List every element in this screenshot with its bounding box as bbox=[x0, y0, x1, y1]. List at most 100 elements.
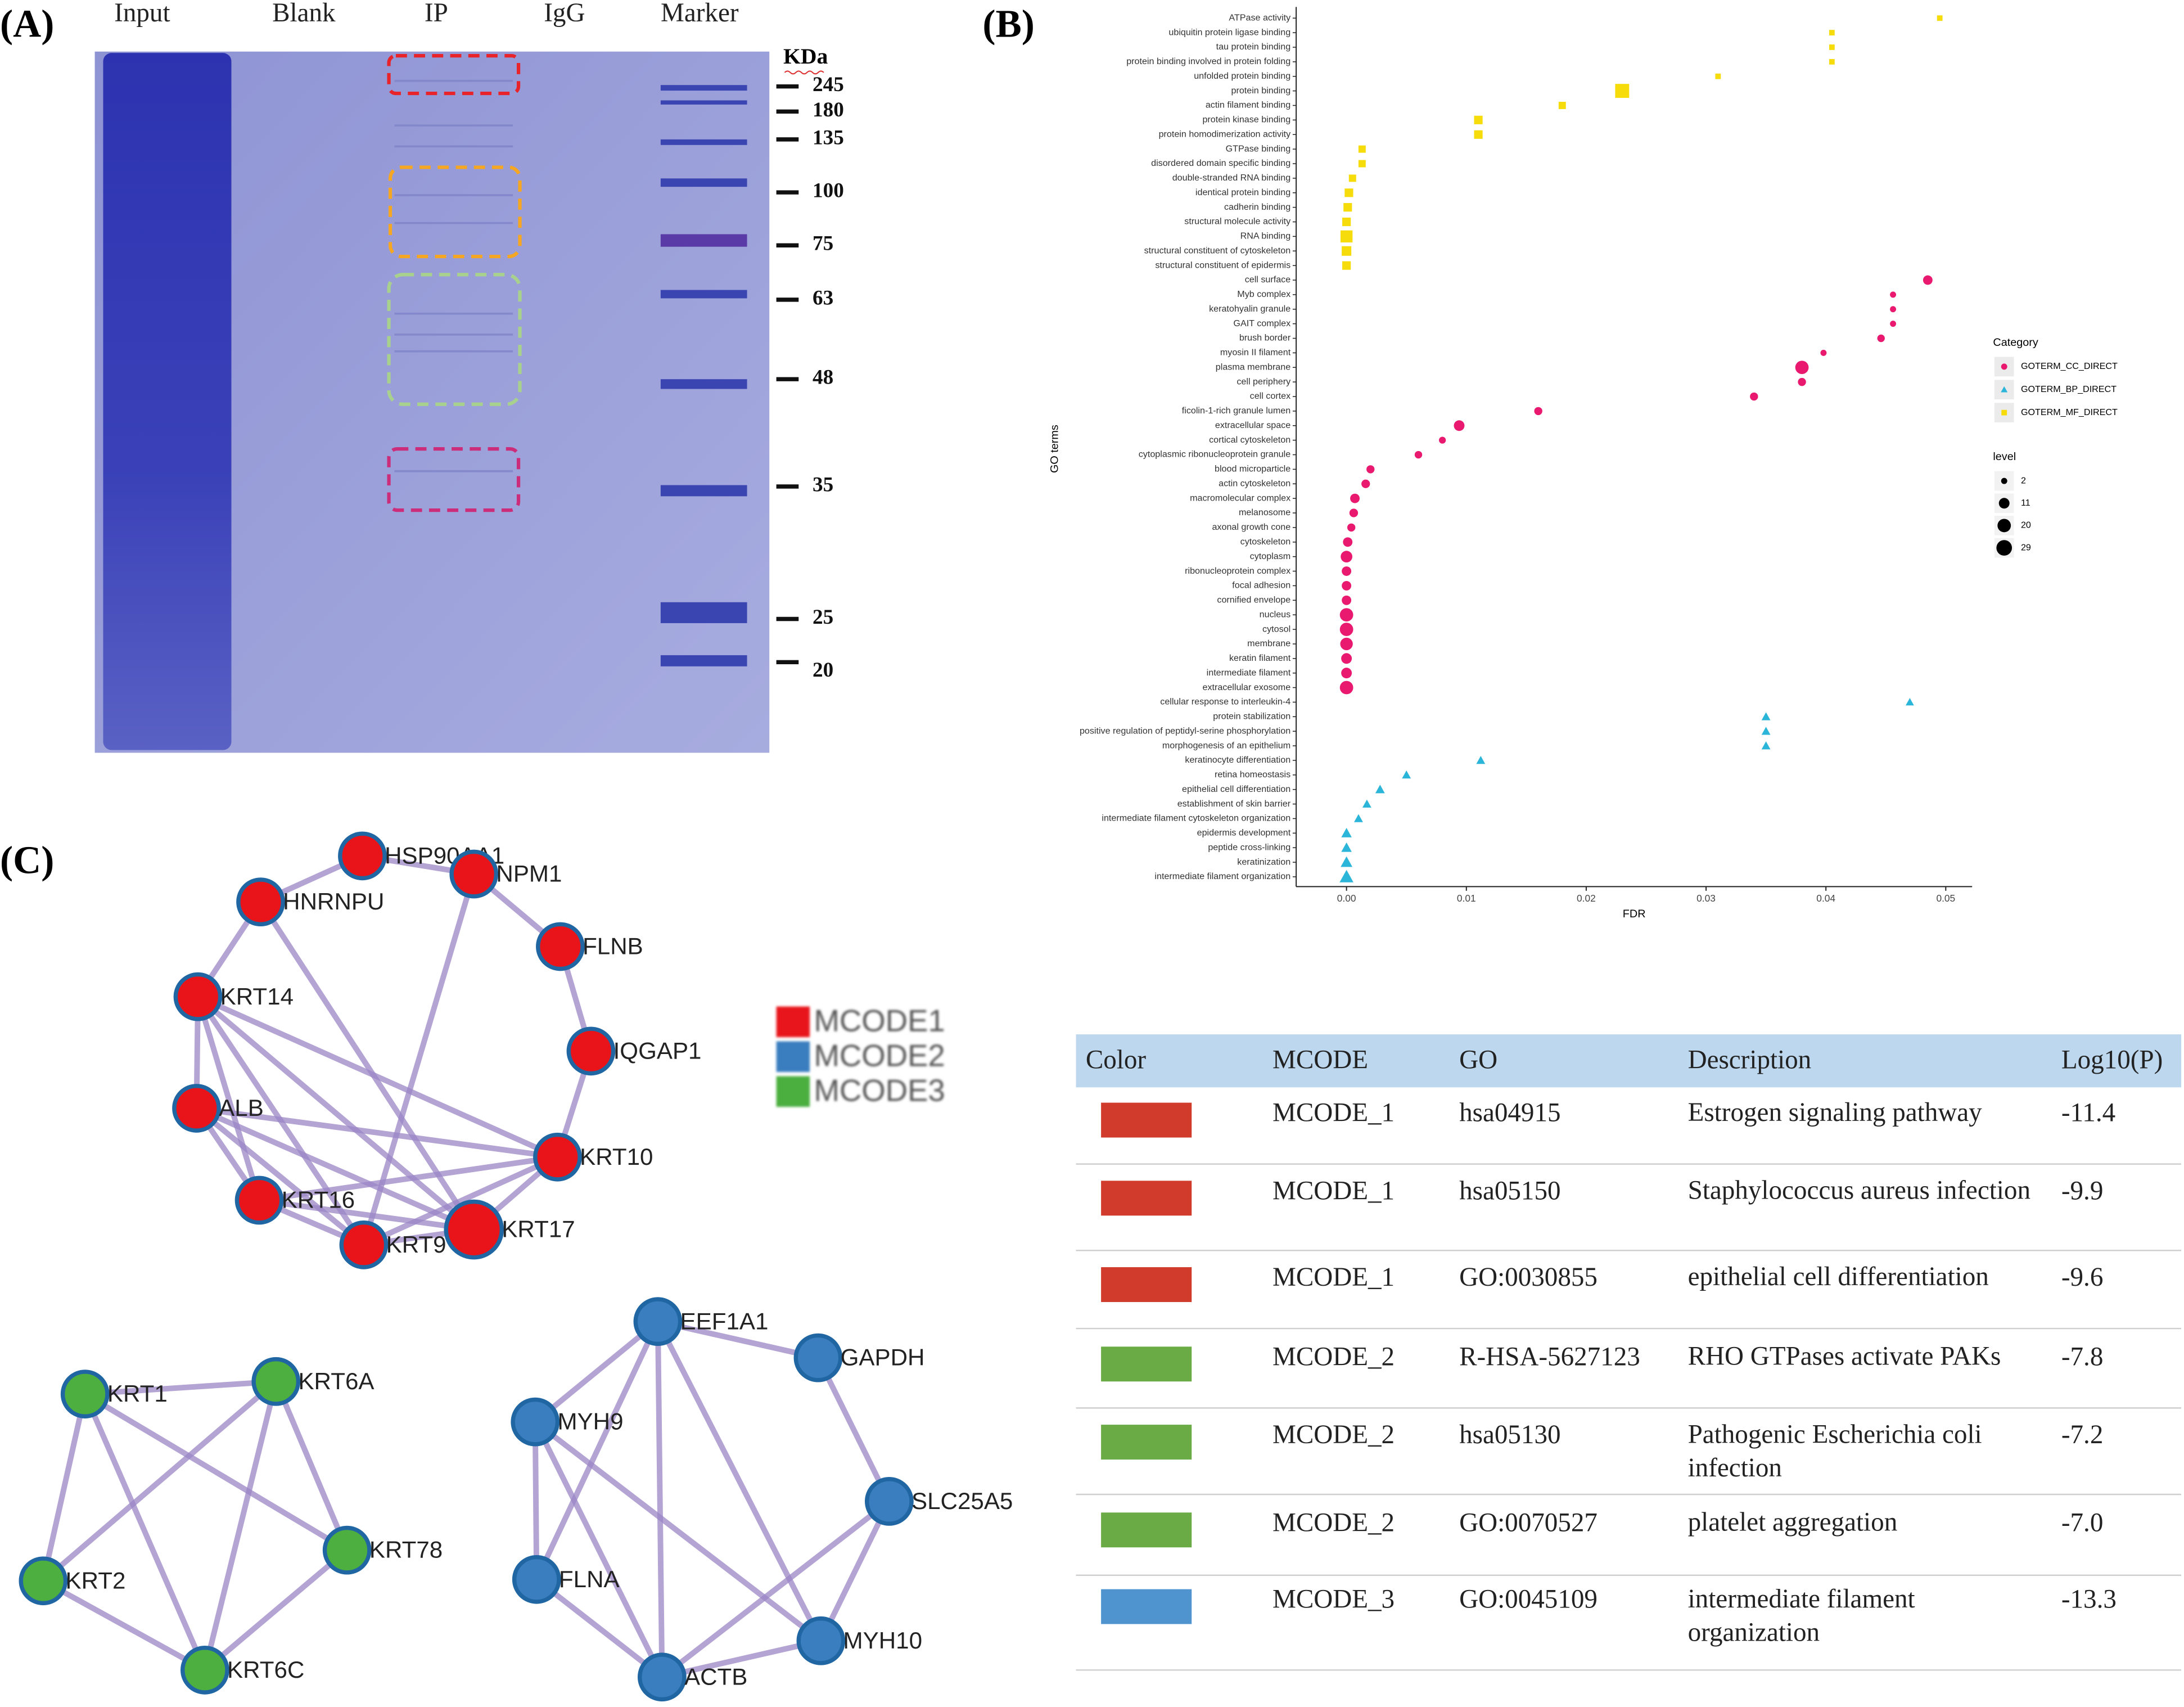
node bbox=[511, 1397, 560, 1447]
y-tick-label: disordered domain specific binding bbox=[1151, 158, 1290, 168]
point bbox=[1829, 30, 1835, 36]
node-label: MYH9 bbox=[557, 1408, 623, 1435]
point bbox=[1358, 160, 1366, 168]
node bbox=[536, 922, 585, 971]
size-legend-label: 2 bbox=[2021, 475, 2026, 485]
size-key bbox=[1996, 540, 2012, 556]
legend-swatch bbox=[776, 1006, 810, 1038]
point bbox=[1715, 73, 1721, 79]
table-cell: MCODE_1 bbox=[1273, 1098, 1395, 1128]
y-tick-label: cytoskeleton bbox=[1240, 537, 1291, 547]
edge bbox=[202, 1381, 279, 1671]
marker-label: 48 bbox=[813, 366, 833, 389]
point bbox=[1820, 349, 1827, 356]
node-label: KRT6C bbox=[227, 1656, 304, 1683]
y-tick-label: cortical cytoskeleton bbox=[1209, 435, 1290, 445]
edge bbox=[41, 1379, 278, 1583]
node bbox=[19, 1556, 68, 1606]
y-tick-label: ATPase activity bbox=[1229, 12, 1291, 22]
y-tick-label: keratinocyte differentiation bbox=[1185, 755, 1290, 765]
point bbox=[1361, 479, 1370, 488]
node-label: FLNA bbox=[559, 1566, 620, 1592]
node-label: IQGAP1 bbox=[613, 1037, 702, 1064]
header-cell: Color bbox=[1086, 1045, 1147, 1074]
table-cell: GO:0045109 bbox=[1459, 1585, 1598, 1614]
edge bbox=[362, 1154, 559, 1247]
node bbox=[60, 1370, 110, 1418]
edge bbox=[818, 1500, 892, 1642]
y-tick-label: blood microparticle bbox=[1215, 464, 1290, 474]
y-tick-label: cytosol bbox=[1262, 624, 1290, 634]
node bbox=[338, 831, 387, 881]
marker-label: 20 bbox=[813, 659, 833, 682]
header-cell: GO bbox=[1459, 1045, 1497, 1074]
y-tick-label: epithelial cell differentiation bbox=[1182, 784, 1290, 794]
node bbox=[864, 1477, 914, 1526]
edge bbox=[533, 1319, 660, 1424]
x-tick-label: 0.05 bbox=[1936, 893, 1955, 904]
point bbox=[1761, 741, 1771, 750]
description-text: Estrogen signaling pathway bbox=[1687, 1098, 1982, 1128]
description-cell: platelet aggregation bbox=[1687, 1508, 1898, 1538]
y-tick-label: focal adhesion bbox=[1232, 580, 1290, 591]
edge bbox=[259, 1197, 475, 1233]
y-tick-label: protein binding involved in protein fold… bbox=[1126, 56, 1290, 66]
ip-boxes bbox=[387, 54, 522, 512]
table-cell: MCODE_1 bbox=[1273, 1263, 1395, 1292]
size-key bbox=[1997, 519, 2011, 533]
network: (C) HSP90AA1NPM1HNRNPUFLNBKRT14IQGAP1ALBK… bbox=[0, 831, 1013, 1702]
y-tick-label: tau protein binding bbox=[1216, 42, 1291, 52]
node bbox=[633, 1297, 683, 1346]
edge bbox=[535, 1577, 664, 1679]
edge bbox=[533, 1420, 823, 1643]
point bbox=[1350, 493, 1360, 503]
node-label: EEF1A1 bbox=[680, 1308, 769, 1334]
point bbox=[1439, 436, 1446, 444]
y-tick-label: membrane bbox=[1247, 638, 1290, 648]
node-label: NPM1 bbox=[496, 861, 562, 887]
header-cell: Description bbox=[1688, 1045, 1812, 1074]
color-swatch bbox=[1101, 1346, 1192, 1382]
lane-label: Marker bbox=[661, 0, 739, 28]
point bbox=[1362, 799, 1371, 808]
marker-label: 63 bbox=[813, 286, 833, 309]
x-tick-label: 0.01 bbox=[1457, 893, 1476, 904]
table-cell: MCODE_1 bbox=[1273, 1176, 1395, 1205]
node-label: KRT16 bbox=[282, 1187, 355, 1213]
y-tick-label: extracellular space bbox=[1215, 420, 1290, 430]
edge bbox=[661, 1638, 822, 1680]
y-tick-label: cellular response to interleukin-4 bbox=[1160, 697, 1290, 707]
edge bbox=[196, 1105, 558, 1160]
node bbox=[796, 1616, 846, 1665]
y-tick-label: GTPase binding bbox=[1226, 143, 1291, 154]
node-label: KRT17 bbox=[502, 1216, 575, 1242]
y-tick-label: structural molecule activity bbox=[1184, 217, 1291, 227]
node bbox=[449, 849, 499, 899]
point bbox=[1890, 291, 1896, 298]
y-tick-label: double-stranded RNA binding bbox=[1172, 173, 1290, 183]
node bbox=[181, 1645, 229, 1695]
node-label: KRT9 bbox=[386, 1231, 446, 1258]
size-legend-label: 11 bbox=[2021, 498, 2030, 508]
size-legend-label: 20 bbox=[2021, 520, 2031, 530]
y-tick-label: intermediate filament bbox=[1207, 668, 1291, 678]
legend-label: MCODE1 bbox=[814, 1004, 945, 1038]
table-cell: MCODE_2 bbox=[1273, 1342, 1395, 1371]
point bbox=[1344, 188, 1353, 197]
legend-key bbox=[2001, 363, 2007, 370]
point bbox=[1829, 58, 1835, 65]
y-tick-label: ribonucleoprotein complex bbox=[1185, 566, 1290, 576]
color-swatch bbox=[1101, 1181, 1192, 1216]
table: Color MCODE GO Description Log10(P)MCODE_1 hs… bbox=[1076, 1034, 2181, 1671]
x-tick-label: 0.03 bbox=[1696, 893, 1716, 904]
description-text: platelet aggregation bbox=[1687, 1508, 1898, 1538]
marker-label: 75 bbox=[813, 232, 833, 255]
edge bbox=[196, 994, 559, 1160]
table-cell: MCODE_3 bbox=[1273, 1585, 1395, 1614]
point bbox=[1358, 145, 1366, 153]
y-tick-label: Myb complex bbox=[1237, 289, 1290, 299]
point bbox=[1923, 275, 1933, 285]
legend-swatch bbox=[776, 1041, 810, 1073]
y-tick-label: unfolded protein binding bbox=[1194, 71, 1290, 81]
y-tick-label: keratohyalin granule bbox=[1209, 304, 1290, 314]
